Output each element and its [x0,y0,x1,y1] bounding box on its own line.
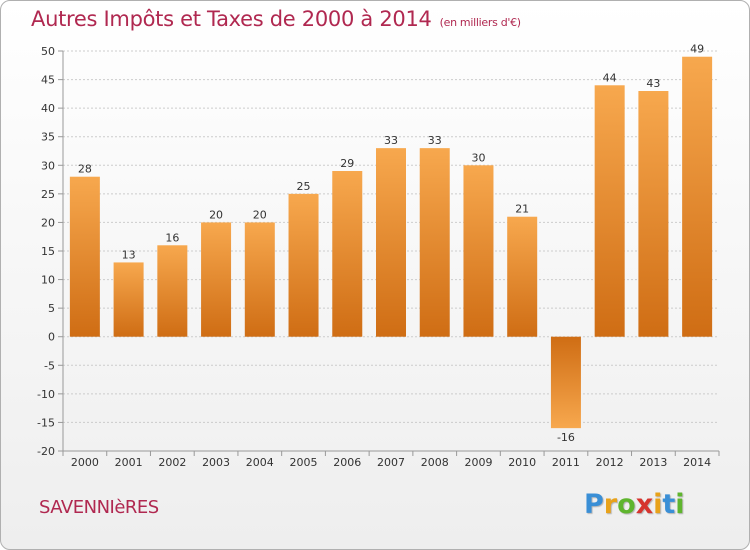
x-tick-label: 2000 [71,456,99,469]
bar [682,56,713,337]
data-label: 33 [428,134,442,147]
data-label: 33 [384,134,398,147]
bar [157,245,188,337]
data-label: 44 [603,71,617,84]
data-labels: 28 13 16 20 20 25 29 33 33 30 21 -16 44 43 49 [78,43,704,444]
bar [201,222,232,337]
y-tick-label: 5 [48,302,55,315]
data-label: -16 [557,431,575,444]
bar [113,262,144,337]
x-tick-label: 2012 [596,456,624,469]
data-label: 30 [471,151,485,164]
y-tick-label: 40 [41,102,55,115]
x-tick-label: 2011 [552,456,580,469]
y-tick-label: 0 [48,331,55,344]
bar [638,91,669,337]
y-tick-label: 15 [41,245,55,258]
bar [419,148,450,337]
y-tick-label: -5 [44,359,55,372]
x-tick-label: 2009 [464,456,492,469]
x-tick-label: 2003 [202,456,230,469]
y-tick-label: -15 [37,416,55,429]
x-tick-label: 2001 [115,456,143,469]
y-tick-label: 50 [41,45,55,58]
chart-title: Autres Impôts et Taxes de 2000 à 2014 (en… [31,7,521,31]
y-tick-label: 25 [41,188,55,201]
data-label: 13 [122,248,136,261]
y-tick-label: 20 [41,216,55,229]
bar [332,171,363,337]
x-tick-label: 2010 [508,456,536,469]
data-label: 49 [690,43,704,56]
x-axis: 2000 2001 2002 2003 2004 2005 2006 2007 2008 2009… [62,450,720,469]
proxiti-logo: Proxiti [584,489,685,520]
y-tick-label: 10 [41,274,55,287]
bar [463,165,494,337]
data-label: 20 [209,208,223,221]
chart-subtitle: (en milliers d'€) [439,16,521,29]
title-text: Autres Impôts et Taxes de 2000 à 2014 [31,7,432,31]
logo-letter: i [653,489,663,520]
logo-letter: x [635,489,654,520]
bar [244,222,275,337]
bar [594,85,625,337]
x-tick-label: 2013 [639,456,667,469]
bars [69,56,713,429]
data-label: 25 [297,180,311,193]
bar [69,176,100,337]
data-label: 28 [78,163,92,176]
logo-letter: o [617,489,636,520]
x-tick-label: 2005 [290,456,318,469]
y-tick-label: 35 [41,131,55,144]
data-label: 20 [253,208,267,221]
bar [288,193,319,337]
bar [376,148,406,337]
y-tick-label: 30 [41,159,55,172]
logo-letter: r [603,489,618,520]
x-tick-label: 2008 [421,456,449,469]
x-tick-label: 2014 [683,456,711,469]
logo-letter: P [584,489,604,520]
data-label: 29 [340,157,354,170]
x-tick-label: 2004 [246,456,274,469]
bar [507,216,538,337]
y-tick-label: -20 [37,445,55,458]
y-tick-label: -10 [37,388,55,401]
logo-letter: t [662,489,676,520]
data-label: 16 [165,231,179,244]
logo-letter: i [675,489,685,520]
data-label: 21 [515,203,529,216]
town-name: SAVENNIèRES [39,497,159,518]
x-tick-label: 2002 [158,456,186,469]
data-label: 43 [646,77,660,90]
x-tick-label: 2006 [333,456,361,469]
y-tick-label: 45 [41,74,55,87]
bar [550,336,581,429]
x-tick-label: 2007 [377,456,405,469]
